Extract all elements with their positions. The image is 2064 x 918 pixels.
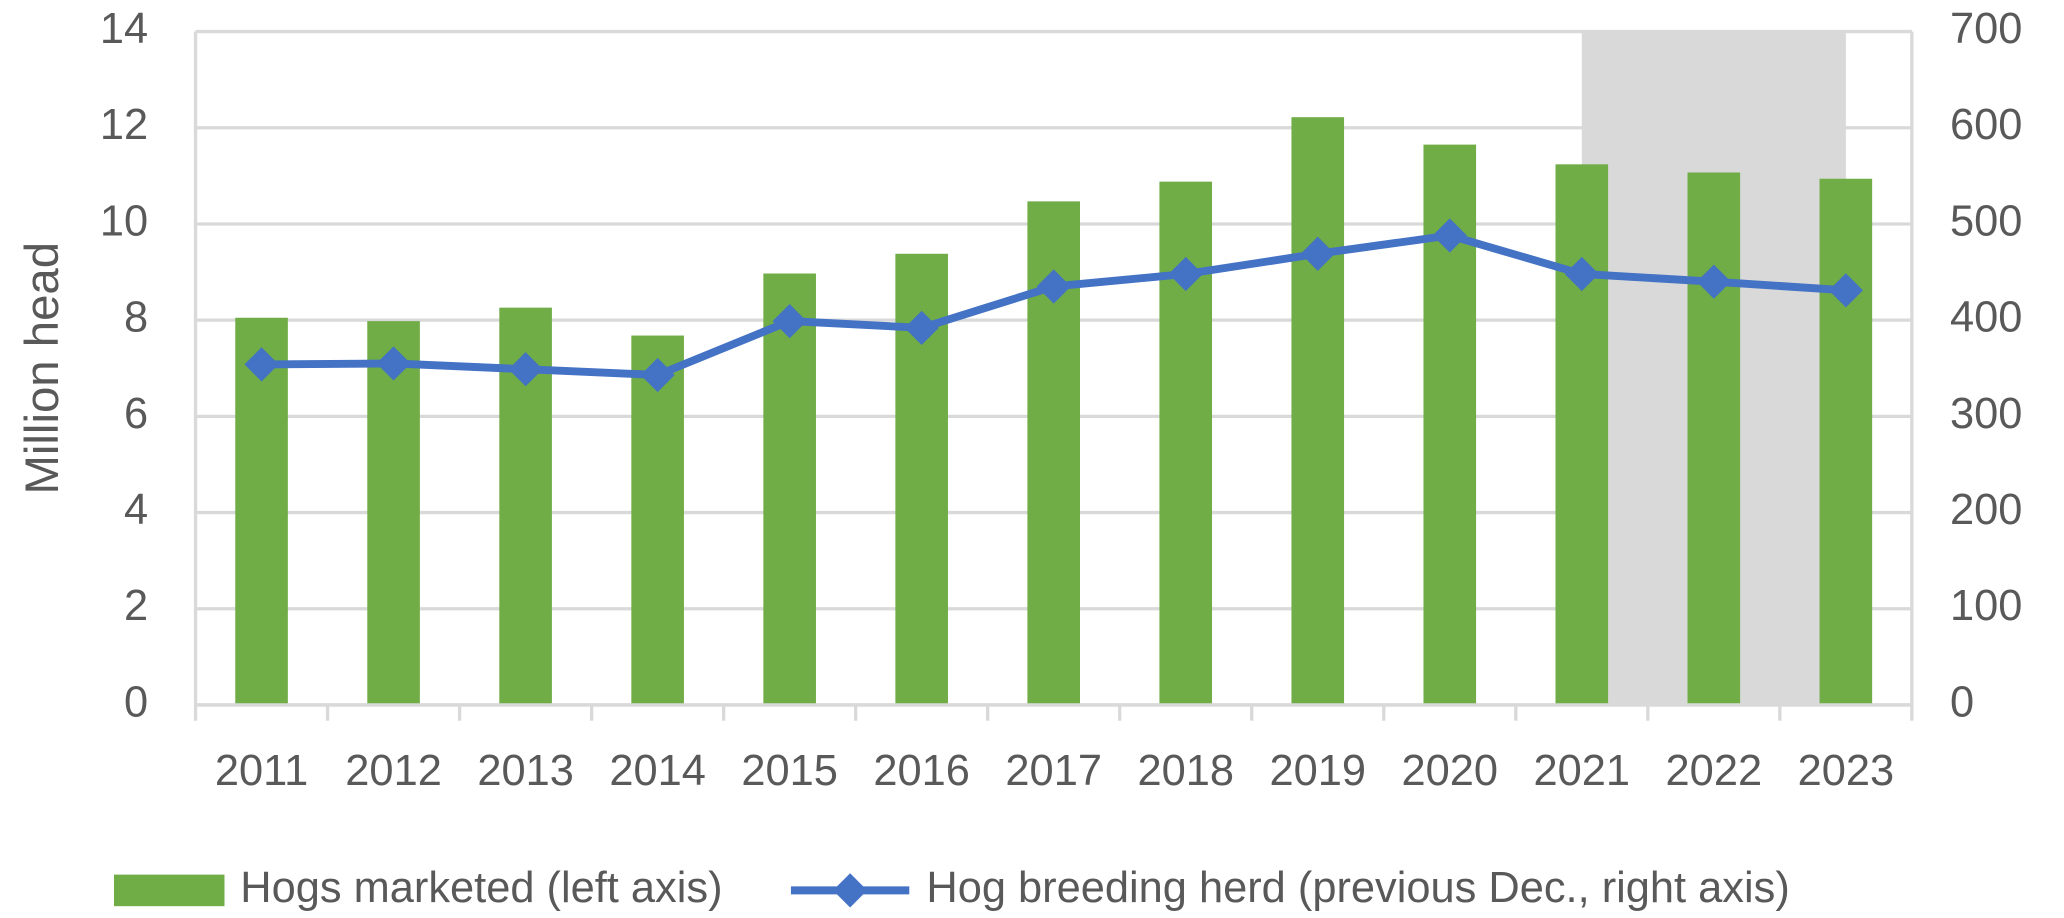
y-tick-label: 8	[124, 294, 148, 342]
y2-tick-label: 600	[1950, 101, 2022, 149]
x-tick-label: 2018	[1137, 747, 1234, 795]
y-tick-label: 2	[124, 582, 148, 630]
y2-tick-label: 0	[1950, 678, 1974, 726]
line-marker	[1300, 236, 1335, 271]
legend-label: Hog breeding herd (previous Dec., right …	[926, 864, 1789, 912]
x-tick-label: 2022	[1666, 747, 1763, 795]
line-marker	[508, 352, 543, 387]
y-tick-label: 10	[100, 197, 148, 245]
bar	[235, 317, 288, 705]
bar	[367, 321, 420, 705]
line-marker	[1564, 256, 1599, 292]
y-tick-label: 6	[124, 390, 148, 438]
y-axis-label: Million head	[16, 242, 69, 495]
y2-tick-label: 700	[1950, 5, 2022, 53]
y2-tick-label: 100	[1950, 582, 2022, 630]
y2-tick-label: 200	[1950, 486, 2022, 534]
x-tick-label: 2023	[1798, 747, 1895, 795]
y2-tick-label: 400	[1950, 294, 2022, 342]
line-marker	[1828, 273, 1863, 308]
x-tick-label: 2016	[873, 747, 970, 795]
line-marker	[244, 347, 279, 382]
line-marker	[640, 357, 675, 393]
bar	[631, 335, 684, 705]
y-tick-label: 14	[100, 5, 148, 53]
bar	[763, 273, 816, 705]
line-marker	[1168, 256, 1203, 292]
legend-swatch	[114, 874, 225, 907]
x-tick-label: 2020	[1402, 747, 1499, 795]
line-marker	[376, 346, 411, 381]
y2-tick-label: 300	[1950, 390, 2022, 438]
line-marker	[1696, 264, 1731, 299]
line-marker	[1036, 269, 1071, 304]
x-tick-label: 2011	[215, 747, 308, 795]
line-marker	[772, 304, 807, 339]
y-tick-label: 0	[124, 678, 148, 726]
x-tick-label: 2015	[741, 747, 838, 795]
legend-label: Hogs marketed (left axis)	[240, 864, 722, 912]
x-tick-label: 2021	[1534, 747, 1631, 795]
x-tick-label: 2017	[1005, 747, 1102, 795]
bar	[1555, 164, 1609, 705]
bar	[1291, 117, 1345, 705]
x-tick-label: 2013	[477, 747, 574, 795]
x-tick-label: 2014	[609, 747, 706, 795]
y2-tick-label: 500	[1950, 197, 2022, 245]
y-tick-label: 4	[124, 486, 148, 534]
y-tick-label: 12	[100, 101, 148, 149]
x-tick-label: 2012	[345, 747, 442, 795]
bar	[1687, 172, 1741, 705]
line-marker	[1432, 218, 1467, 253]
bar	[1819, 178, 1873, 705]
legend-marker	[833, 873, 868, 908]
x-tick-label: 2019	[1269, 747, 1366, 795]
